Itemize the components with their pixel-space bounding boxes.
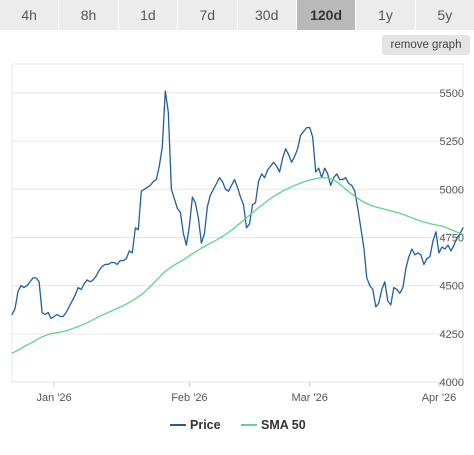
y-tick-label: 5250 <box>440 136 464 148</box>
y-tick-label: 5000 <box>440 184 464 196</box>
y-tick-label: 4250 <box>440 329 464 341</box>
legend-sma-50-label: SMA 50 <box>261 418 306 432</box>
tab-8h[interactable]: 8h <box>59 0 119 30</box>
tab-5y[interactable]: 5y <box>415 0 474 30</box>
legend-price-label: Price <box>190 418 221 432</box>
tab-30d[interactable]: 30d <box>237 0 297 30</box>
tab-4h[interactable]: 4h <box>0 0 60 30</box>
y-tick-label: 4750 <box>440 232 464 244</box>
remove-graph-button[interactable]: remove graph <box>382 35 470 55</box>
x-tick-label: Feb '26 <box>171 392 207 404</box>
x-tick-label: Apr '26 <box>422 392 457 404</box>
timeframe-tabs: 4h 8h 1d 7d 30d 120d 1y 5y <box>0 0 474 30</box>
x-tick-label: Mar '26 <box>291 392 327 404</box>
tab-1d[interactable]: 1d <box>118 0 179 30</box>
x-tick-label: Jan '26 <box>37 392 72 404</box>
y-tick-label: 5500 <box>440 88 464 100</box>
sma-50-line <box>11 177 464 354</box>
price-line <box>11 90 464 320</box>
y-tick-label: 4500 <box>440 281 464 293</box>
y-tick-label: 4000 <box>440 377 464 389</box>
tab-120d[interactable]: 120d <box>296 0 357 30</box>
tab-1y[interactable]: 1y <box>356 0 416 30</box>
tab-7d[interactable]: 7d <box>178 0 238 30</box>
